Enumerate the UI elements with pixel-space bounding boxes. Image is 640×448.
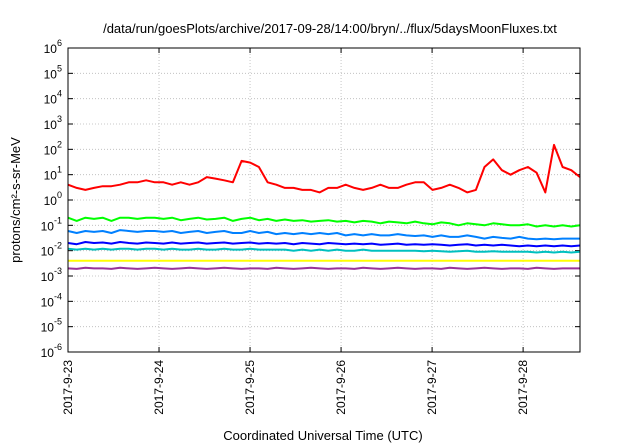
x-tick-label: 2017-9-27 [425, 360, 439, 415]
y-tick-label: 10-2 [41, 241, 62, 259]
chart-series [67, 143, 581, 270]
series-line-1 [67, 143, 581, 194]
x-tick-label: 2017-9-23 [61, 360, 75, 415]
y-tick-label: 10-5 [41, 317, 62, 335]
y-tick-label: 10-1 [41, 215, 62, 233]
x-tick-label: 2017-9-25 [243, 360, 257, 415]
x-axis-label: Coordinated Universal Time (UTC) [223, 428, 422, 443]
y-tick-label: 104 [44, 89, 62, 107]
y-tick-label: 101 [44, 165, 62, 183]
y-tick-label: 105 [44, 63, 62, 81]
x-tick-label: 2017-9-24 [152, 360, 166, 415]
y-tick-label: 10-4 [41, 291, 62, 309]
y-tick-label: 102 [44, 139, 62, 157]
x-tick-label: 2017-9-26 [334, 360, 348, 415]
y-tick-label: 10-3 [41, 266, 62, 284]
series-line-4 [67, 241, 581, 248]
series-line-5 [67, 247, 581, 254]
y-tick-label: 10-6 [41, 342, 62, 360]
series-line-3 [67, 229, 580, 241]
x-tick-label: 2017-9-28 [516, 360, 530, 415]
plot-frame [67, 47, 581, 353]
y-tick-label: 100 [44, 190, 62, 208]
y-axis-label: protons/cm²-s-sr-MeV [8, 137, 23, 263]
y-tick-label: 103 [44, 114, 62, 132]
series-line-7 [67, 266, 580, 270]
series-line-2 [67, 216, 581, 228]
y-tick-labels: 10-6 10-5 10-4 10-3 10-2 10-1 100 101 102 103 104 1… [41, 38, 62, 360]
chart-grid [67, 47, 580, 353]
y-tick-label: 106 [44, 38, 62, 56]
x-tick-labels: 2017-9-23 2017-9-24 2017-9-25 2017-9-26 2017… [61, 360, 530, 415]
chart-title: /data/run/goesPlots/archive/2017-09-28/1… [103, 21, 557, 36]
